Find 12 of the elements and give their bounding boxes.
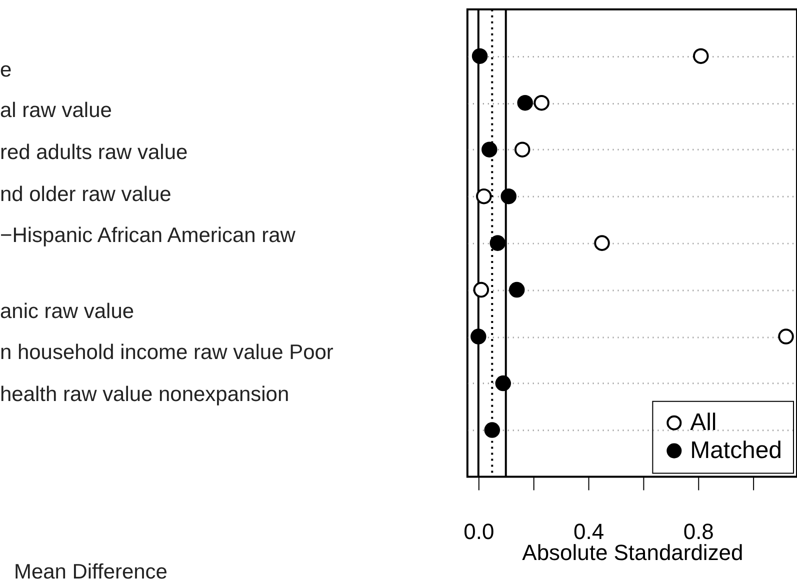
text: red adults raw value bbox=[0, 141, 188, 164]
text: health raw value nonexpansion bbox=[0, 382, 290, 406]
text: nd older raw value bbox=[0, 183, 172, 206]
text: −Hispanic African American raw bbox=[0, 224, 296, 248]
legend-label: All bbox=[690, 408, 717, 436]
x-tick-label: 0.0 bbox=[464, 519, 494, 544]
legend-label: Matched bbox=[690, 436, 782, 464]
text: e bbox=[0, 58, 12, 82]
text: anic raw value bbox=[0, 300, 134, 323]
text: al raw value bbox=[0, 99, 112, 122]
text: n household income raw value Poor bbox=[0, 340, 334, 364]
text: Mean Difference bbox=[14, 560, 168, 584]
